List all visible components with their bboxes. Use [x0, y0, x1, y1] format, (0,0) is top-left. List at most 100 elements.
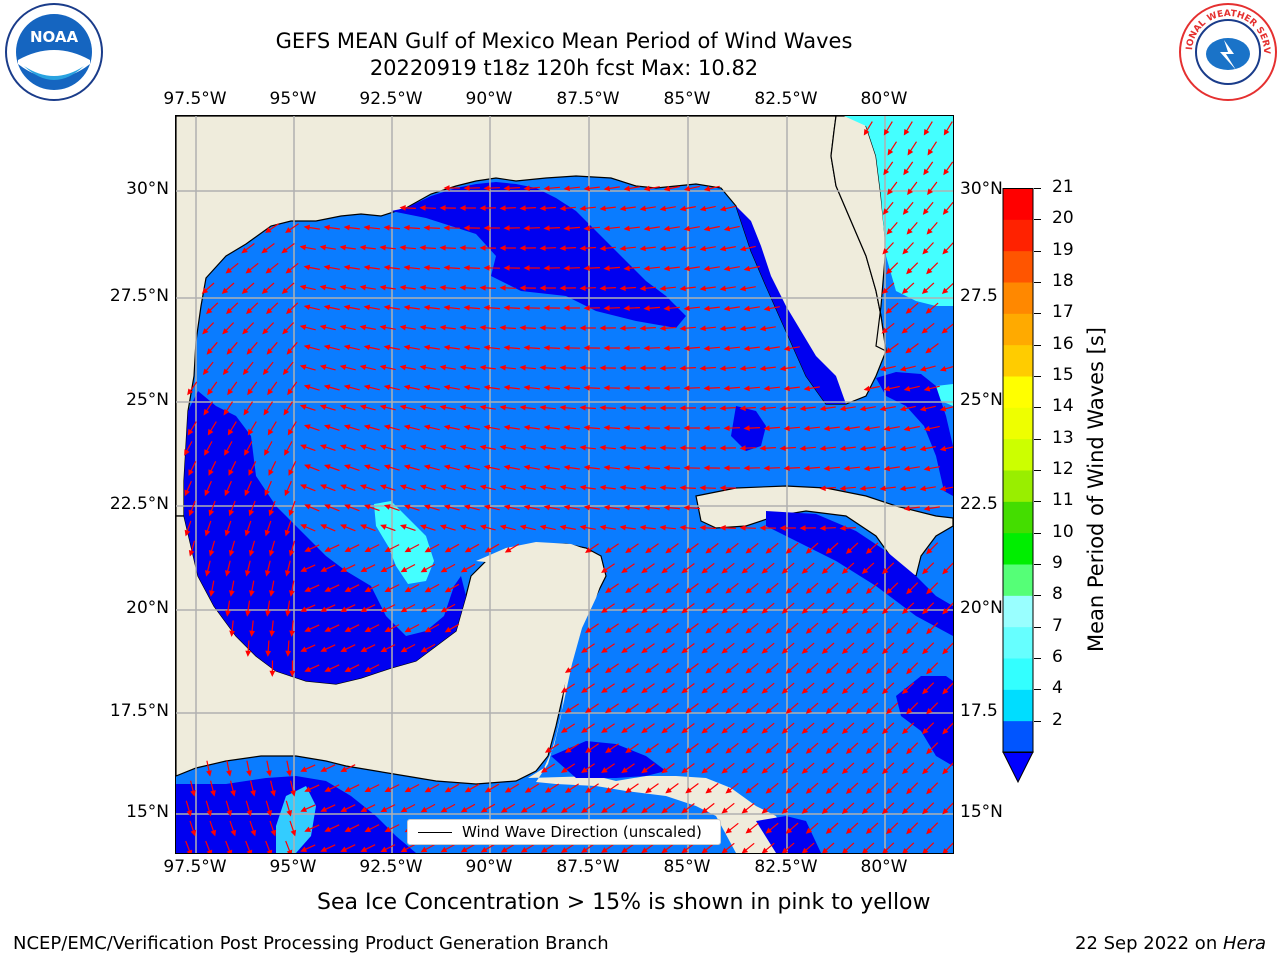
wind-arrow-head — [641, 767, 648, 774]
colorbar-under-triangle — [1002, 751, 1034, 784]
wind-arrow-head — [679, 365, 686, 372]
colorbar-segment — [1003, 407, 1033, 440]
wind-arrow-head — [303, 224, 311, 231]
colorbar-tick-label: 4 — [1052, 678, 1063, 699]
wind-arrow-head — [243, 408, 250, 416]
wind-arrow-head — [539, 364, 546, 371]
dark-region-florida-coast — [736, 206, 846, 404]
wind-arrow-head — [264, 529, 271, 537]
wind-arrow-head — [903, 505, 910, 512]
wind-arrow-head — [922, 608, 929, 615]
wind-arrow-head — [825, 587, 833, 594]
wind-arrow-head — [623, 265, 630, 272]
wind-arrow-head — [459, 364, 467, 371]
wind-arrow-head — [459, 404, 467, 411]
wind-arrow-head — [320, 524, 327, 530]
wind-arrow-head — [922, 808, 929, 815]
wind-arrow-head — [244, 529, 251, 537]
wind-arrow-head — [523, 304, 530, 311]
lat-tick-left: 15°N — [126, 802, 169, 822]
lon-tick-bottom: 87.5°W — [556, 857, 620, 877]
wind-arrow-head — [320, 606, 328, 612]
wind-arrow-head — [701, 807, 708, 814]
wind-arrow-head — [523, 384, 530, 391]
wind-arrow-head — [304, 826, 312, 832]
wind-arrow-head — [559, 364, 566, 371]
wind-arrow-head — [745, 827, 753, 834]
wind-arrow-head — [885, 307, 893, 314]
wind-arrow-head — [343, 224, 350, 231]
wind-arrow-head — [739, 524, 746, 531]
lon-tick-top: 87.5°W — [556, 89, 620, 109]
wind-arrow-head — [779, 365, 787, 372]
wind-arrow-head — [885, 347, 892, 354]
wind-arrow-head — [403, 224, 410, 231]
wind-arrow-head — [839, 525, 846, 532]
wind-arrow-head — [564, 747, 572, 753]
wind-arrow-head — [881, 727, 889, 735]
wind-arrow-head — [619, 205, 627, 212]
wind-arrow-head — [300, 524, 307, 530]
wind-arrow-head — [503, 185, 510, 192]
wind-arrow-head — [286, 849, 293, 853]
wind-arrow-head — [205, 307, 213, 315]
wind-arrow-head — [499, 524, 507, 531]
wind-arrow-head — [245, 610, 251, 617]
wind-arrow-head — [705, 707, 712, 714]
wind-arrow-head — [268, 509, 275, 517]
wind-arrow-head — [683, 425, 690, 431]
wind-arrow-head — [885, 587, 893, 595]
wind-arrow-head — [679, 285, 686, 292]
wind-arrow-head — [603, 185, 611, 192]
wind-arrow-head — [659, 484, 666, 491]
colorbar-segment — [1003, 313, 1033, 346]
wind-arrow-head — [339, 324, 347, 331]
wind-arrow-head — [190, 790, 196, 797]
colorbar-tick-mark — [1034, 250, 1041, 252]
wind-arrow-head — [819, 485, 826, 492]
wind-arrow-head — [825, 667, 833, 674]
wind-arrow-head — [285, 610, 291, 617]
chart-subtitle: 20220919 t18z 120h fcst Max: 10.82 — [369, 56, 759, 80]
wind-arrow-head — [923, 505, 931, 512]
wind-arrow-head — [265, 267, 273, 274]
wind-arrow-head — [599, 205, 606, 212]
wind-arrow-head — [743, 305, 751, 312]
wind-arrow-head — [825, 547, 833, 554]
wind-arrow-head — [463, 185, 470, 191]
wind-arrow-head — [228, 509, 235, 517]
wind-arrow-head — [284, 529, 291, 537]
colorbar-segment — [1003, 219, 1033, 252]
wind-arrow-head — [723, 345, 730, 352]
wind-arrow-head — [319, 324, 327, 331]
wind-arrow-head — [679, 405, 686, 411]
wind-arrow-head — [683, 385, 690, 392]
wind-arrow-head — [699, 245, 707, 252]
wind-arrow-head — [721, 687, 728, 694]
wind-arrow-head — [344, 586, 352, 592]
wind-arrow-head — [269, 670, 276, 677]
wind-arrow-head — [459, 244, 466, 251]
wind-arrow-head — [665, 587, 672, 594]
wind-arrow-head — [419, 484, 427, 490]
wind-arrow-head — [250, 790, 256, 797]
wind-arrow-head — [419, 444, 427, 451]
wind-arrow-head — [885, 787, 893, 795]
wind-arrow-head — [188, 509, 195, 517]
wind-arrow-head — [805, 587, 813, 594]
wind-arrow-head — [282, 368, 289, 375]
wind-arrow-head — [639, 325, 646, 332]
wind-arrow-head — [886, 267, 893, 275]
wind-arrow-head — [639, 405, 646, 411]
wind-arrow-head — [241, 247, 248, 254]
wind-arrow-head — [504, 786, 512, 793]
wind-arrow-head — [303, 344, 311, 351]
wind-arrow-head — [621, 767, 628, 774]
wind-arrow-head — [803, 385, 811, 392]
wind-arrow-head — [184, 529, 191, 537]
wind-arrow-head — [439, 524, 447, 530]
wind-arrow-head — [799, 405, 806, 412]
wind-arrow-head — [364, 626, 372, 633]
wind-arrow-head — [319, 284, 327, 291]
wind-arrow-head — [440, 566, 448, 573]
